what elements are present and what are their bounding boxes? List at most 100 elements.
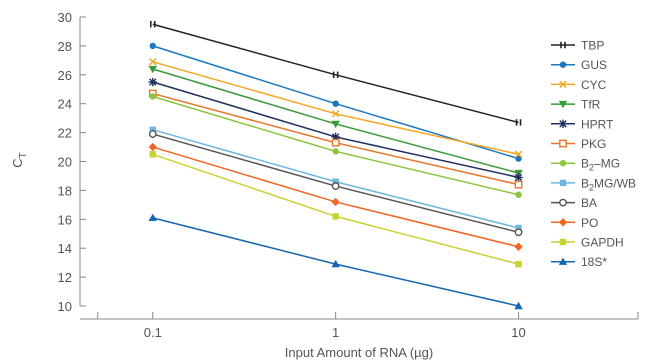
data-point-marker (515, 260, 522, 268)
x-tick-label: 0.1 (144, 325, 162, 340)
legend-item: PO (551, 216, 598, 230)
data-point-marker (332, 100, 339, 107)
data-point-marker (515, 119, 522, 126)
y-axis-title: CT (10, 152, 29, 168)
data-point-marker (514, 242, 523, 251)
y-tick-label: 16 (58, 212, 72, 227)
data-point-marker (514, 301, 523, 310)
series-8 (148, 130, 523, 237)
data-point-marker (332, 71, 339, 78)
series-2 (149, 58, 523, 159)
series-layer (148, 21, 523, 310)
data-point-marker (148, 142, 157, 152)
legend: TBP GUS CYC TfR HPRT PKG B2–MG B2MG/WB BA PO GAPDH… (551, 39, 636, 269)
legend-label: GAPDH (581, 236, 624, 250)
legend-item: BA (551, 196, 597, 210)
data-point-marker (515, 191, 522, 198)
data-point-marker (559, 139, 567, 148)
legend-label: CYC (581, 78, 607, 92)
legend-item: TfR (551, 98, 601, 112)
legend-item: GUS (551, 58, 607, 72)
legend-label: GUS (581, 58, 607, 72)
legend-item: PKG (551, 137, 606, 151)
series-11 (148, 213, 523, 310)
data-point-marker (332, 213, 339, 220)
axes: 10 12 14 16 18 20 22 24 26 28 30 0.1 1 10 (58, 10, 639, 340)
series-0 (149, 21, 522, 126)
data-point-marker (332, 178, 339, 185)
data-point-marker (331, 259, 340, 268)
y-tick-label: 10 (58, 299, 72, 314)
data-point-marker (558, 218, 568, 227)
data-point-marker (149, 21, 156, 28)
series-3 (148, 65, 523, 178)
x-tick-label: 10 (511, 325, 525, 340)
data-point-marker (559, 61, 567, 68)
legend-label: PKG (581, 137, 606, 151)
y-tick-label: 14 (58, 241, 72, 256)
legend-item: TBP (551, 39, 604, 53)
legend-item: GAPDH (551, 236, 624, 250)
legend-label: TBP (581, 39, 604, 53)
data-point-marker (149, 93, 156, 100)
data-point-marker (559, 238, 567, 246)
y-tick-label: 28 (58, 39, 72, 54)
x-tick-label: 1 (332, 325, 339, 340)
data-point-marker (559, 198, 567, 207)
legend-item: CYC (551, 78, 607, 92)
y-tick-label: 22 (58, 126, 72, 141)
legend-item: HPRT (551, 117, 614, 131)
data-point-marker (558, 119, 568, 128)
legend-label: BA (581, 196, 597, 210)
series-line (152, 153, 519, 265)
legend-label: B2–MG (581, 157, 620, 173)
x-axis-title: Input Amount of RNA (µg) (285, 345, 433, 360)
legend-label: PO (581, 216, 598, 230)
data-point-marker (331, 110, 340, 118)
legend-label: B2MG/WB (581, 176, 636, 192)
data-point-marker (148, 65, 157, 74)
legend-label: HPRT (581, 117, 614, 131)
data-point-marker (331, 132, 340, 142)
data-point-marker (514, 150, 523, 159)
y-tick-label: 30 (58, 10, 72, 25)
y-tick-label: 20 (58, 155, 72, 170)
legend-item: B2–MG (551, 157, 620, 173)
series-10 (149, 151, 522, 268)
series-7 (149, 126, 522, 232)
data-point-marker (331, 182, 340, 190)
data-point-marker (148, 77, 157, 87)
y-tick-label: 18 (58, 183, 72, 198)
data-point-marker (514, 180, 523, 189)
y-tick-label: 24 (58, 97, 72, 112)
data-point-marker (149, 58, 157, 66)
series-9 (148, 142, 523, 251)
series-line (152, 23, 519, 124)
data-point-marker (148, 130, 157, 138)
legend-label: TfR (581, 98, 601, 112)
data-point-marker (149, 151, 156, 158)
legend-item: B2MG/WB (551, 176, 636, 192)
data-point-marker (560, 41, 566, 49)
y-tick-label: 26 (58, 68, 72, 83)
data-point-marker (331, 197, 340, 207)
data-point-marker (514, 228, 523, 237)
data-point-marker (514, 173, 523, 182)
series-6 (149, 93, 522, 198)
data-point-marker (149, 42, 156, 50)
data-point-marker (332, 148, 339, 155)
data-point-marker (558, 100, 568, 109)
data-point-marker (331, 120, 340, 129)
data-point-marker (559, 179, 567, 187)
series-4 (148, 77, 523, 182)
data-point-marker (559, 160, 567, 167)
data-point-marker (331, 138, 340, 147)
y-tick-label: 12 (58, 270, 72, 285)
data-point-marker (149, 126, 156, 133)
data-point-marker (515, 224, 522, 232)
legend-label: 18S* (581, 255, 607, 269)
data-point-marker (515, 155, 522, 162)
legend-item: 18S* (551, 255, 607, 269)
data-point-marker (558, 257, 568, 265)
